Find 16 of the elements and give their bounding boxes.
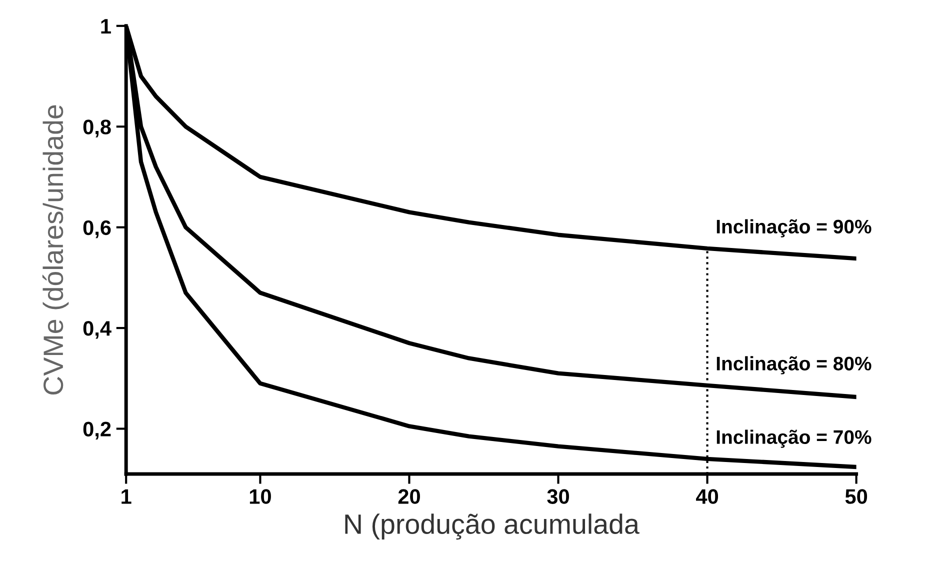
x-axis-title: N (produção acumulada [345, 514, 640, 540]
y-tick-label: 0,2 [83, 422, 111, 440]
y-tick-label: 1 [101, 19, 111, 34]
x-tick-label: 30 [547, 489, 569, 504]
x-tick-label: 50 [845, 489, 868, 504]
x-tick-label: 20 [398, 489, 420, 504]
x-tick-label: 10 [250, 489, 271, 504]
x-tick-label: 40 [696, 489, 718, 504]
y-tick-label: 0,8 [83, 120, 111, 138]
series-label: Inclinação = 90% [716, 219, 872, 238]
series-label: Inclinação = 70% [716, 430, 872, 448]
series-label: Inclinação = 80% [716, 356, 872, 374]
y-tick-label: 0,4 [83, 321, 112, 339]
y-tick-label: 0,6 [83, 220, 111, 238]
x-tick-label: 1 [122, 489, 132, 504]
y-axis-title: CVMe (dólares/unidade [42, 105, 69, 394]
